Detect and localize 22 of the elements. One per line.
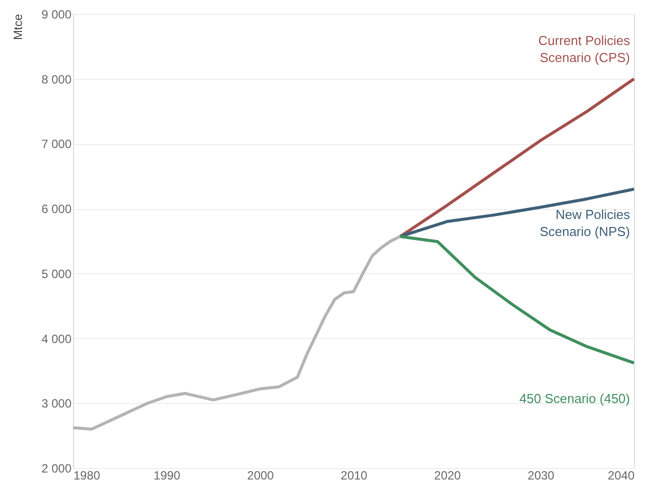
y-tick-label: 8 000 <box>41 72 72 86</box>
line-series <box>72 234 402 431</box>
x-tick-label: 2010 <box>340 468 368 482</box>
y-axis-title: Mtce <box>11 14 25 40</box>
text: 450 Scenario (450) <box>519 390 630 406</box>
x-tick-label: 2030 <box>528 468 555 482</box>
y-tick-label: 2 000 <box>41 462 72 476</box>
x-tick-label: 2020 <box>434 468 462 482</box>
x-tick-label: 1980 <box>74 468 101 482</box>
line-series <box>398 188 636 238</box>
series-label: Current Policies Scenario (CPS) <box>538 32 630 65</box>
y-tick-label: 7 000 <box>41 137 72 152</box>
x-tick-label: 2040 <box>608 468 635 482</box>
x-tick-label: 1990 <box>154 468 181 482</box>
line-series <box>398 77 636 238</box>
x-tick-label: 2000 <box>247 468 274 482</box>
y-tick-label: 4 000 <box>41 332 72 346</box>
y-tick-label: 9 000 <box>41 8 72 22</box>
y-tick-label: 5 000 <box>41 266 72 281</box>
y-tick-label: 6 000 <box>41 202 72 216</box>
y-tick-label: 3 000 <box>41 396 72 411</box>
series-label: New Policies Scenario (NPS) <box>540 207 630 240</box>
